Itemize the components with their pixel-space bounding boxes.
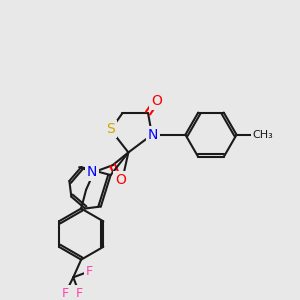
Text: F: F <box>85 265 93 278</box>
Text: N: N <box>87 165 97 179</box>
Text: N: N <box>148 128 158 142</box>
Text: F: F <box>76 286 83 300</box>
Text: F: F <box>62 286 69 300</box>
Text: S: S <box>106 122 115 136</box>
Text: O: O <box>152 94 162 108</box>
Text: O: O <box>115 173 126 187</box>
Text: CH₃: CH₃ <box>252 130 273 140</box>
